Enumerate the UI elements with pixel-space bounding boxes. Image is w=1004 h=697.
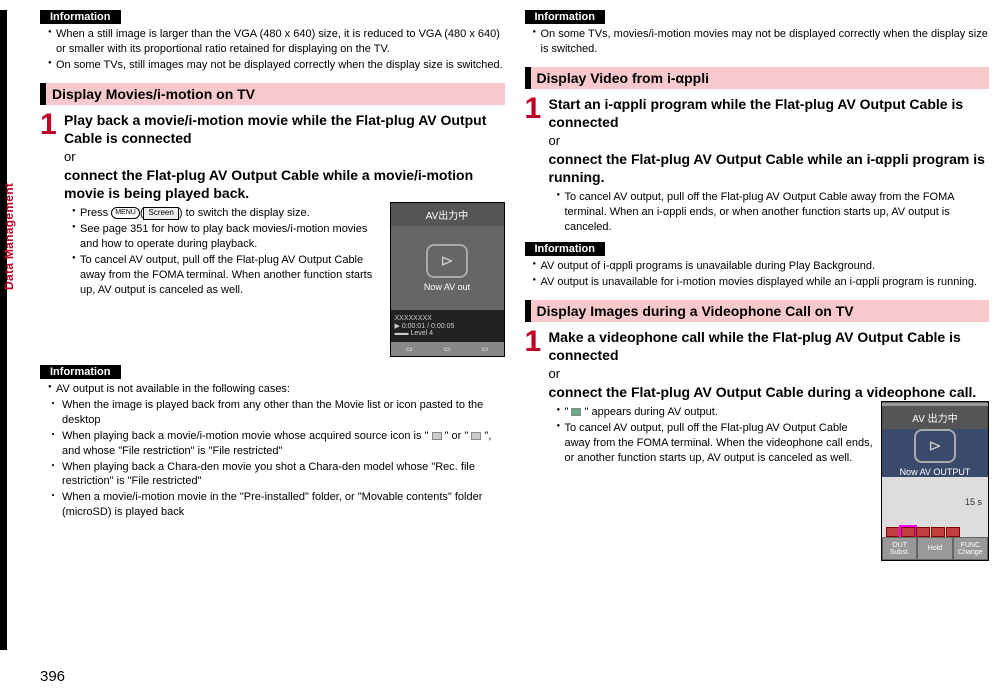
info-label: Information [40,365,121,379]
page-body: Information When a still image is larger… [0,0,1004,640]
step-or: or [549,133,990,148]
info-block-r1: Information On some TVs, movies/i-motion… [525,10,990,57]
step-text-bold-2: connect the Flat-plug AV Output Cable wh… [549,150,990,186]
source-icon-placeholder [471,432,481,440]
screen-softkey-icon: Screen [143,207,178,220]
info-label: Information [525,10,606,24]
step-bullet: See page 351 for how to play back movies… [72,222,382,252]
thumb-time: ▶ 0:00:01 / 0:00:05 [395,322,500,330]
info-label: Information [525,242,606,256]
thumb-header-jp: AV 出力中 [882,406,988,429]
phone-screenshot-avout: AV出力中 ⊳ Now AV out XXXXXXXX ▶ 0:00:01 / … [390,202,505,357]
thumb-mode-icons [882,527,988,537]
section-heading-movies-tv: Display Movies/i-motion on TV [40,83,505,105]
info-subbullet: When a movie/i-motion movie in the "Pre-… [48,490,505,520]
thumb-level: ▬▬ Level 4 [395,330,500,337]
step-text-bold-2: connect the Flat-plug AV Output Cable wh… [64,166,505,202]
step-bullet: To cancel AV output, pull off the Flat-p… [557,421,874,466]
phone-screenshot-videophone: AV 出力中 ⊳ Now AV OUTPUT 15 s OUT [881,401,989,561]
source-icon-placeholder [432,432,442,440]
step-bullet: To cancel AV output, pull off the Flat-p… [557,190,990,235]
step-1-videophone: 1 Make a videophone call while the Flat-… [525,328,990,562]
info-subbullet: When the image is played back from any o… [48,398,505,428]
thumb-softkeys: OUTSubst. Hold FUNCChange [882,537,988,560]
info-block-1: Information When a still image is larger… [40,10,505,73]
menu-key-icon: MENU [111,207,140,219]
left-column: Information When a still image is larger… [40,10,505,630]
thumb-time: 15 s [882,477,988,527]
step-text-bold: Make a videophone call while the Flat-pl… [549,328,990,364]
thumb-play-icon: ⊳ [426,244,468,278]
step-or: or [64,149,505,164]
thumb-softkey-icon: ▭ [481,345,488,353]
page-number: 396 [40,668,65,685]
section-heading-iappli: Display Video from i-αppli [525,67,990,89]
step-number: 1 [525,95,547,236]
thumb-now-label: Now AV out [424,282,470,292]
info-bullet: On some TVs, still images may not be dis… [48,58,505,73]
thumb-filename: XXXXXXXX [395,315,500,322]
info-bullet: On some TVs, movies/i-motion movies may … [533,27,990,57]
info-label: Information [40,10,121,24]
step-text-bold: Start an i-αppli program while the Flat-… [549,95,990,131]
step-bullet: Press MENU(Screen) to switch the display… [72,206,382,221]
section-heading-videophone: Display Images during a Videophone Call … [525,300,990,322]
thumb-now-label: Now AV OUTPUT [900,467,971,477]
thumb-header-jp: AV出力中 [391,203,504,226]
thumb-play-icon: ⊳ [914,429,956,463]
info-bullet: AV output is not available in the follow… [48,382,505,397]
info-subbullet: When playing back a Chara-den movie you … [48,460,505,490]
thumb-softkey-icon: ▭ [444,345,451,353]
thumb-softkey-icon: ▭ [406,345,413,353]
info-bullet: When a still image is larger than the VG… [48,27,505,57]
side-tab-label: Data Management [2,183,16,290]
info-bullet: AV output of i-αppli programs is unavail… [533,259,990,274]
step-number: 1 [40,111,62,358]
step-1: 1 Play back a movie/i-motion movie while… [40,111,505,358]
step-bullet: To cancel AV output, pull off the Flat-p… [72,253,382,298]
step-text-bold-2: connect the Flat-plug AV Output Cable du… [549,383,990,401]
info-subbullet: When playing back a movie/i-motion movie… [48,429,505,459]
av-output-indicator-icon [571,408,581,416]
step-bullet: " " appears during AV output. [557,405,874,420]
right-column: Information On some TVs, movies/i-motion… [525,10,990,630]
step-number: 1 [525,328,547,562]
info-block-r2: Information AV output of i-αppli program… [525,242,990,290]
info-bullet: AV output is unavailable for i-motion mo… [533,275,990,290]
step-1-iappli: 1 Start an i-αppli program while the Fla… [525,95,990,236]
step-text-bold: Play back a movie/i-motion movie while t… [64,111,505,147]
info-block-2: Information AV output is not available i… [40,365,505,520]
step-or: or [549,366,990,381]
side-stripe [0,10,7,650]
